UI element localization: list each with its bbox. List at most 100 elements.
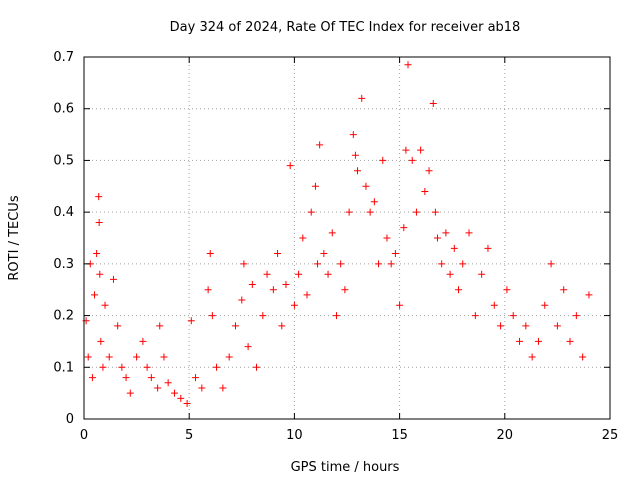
y-tick-label: 0.6 xyxy=(53,102,74,117)
data-point xyxy=(471,312,479,320)
data-point xyxy=(101,301,109,309)
y-tick-label: 0.7 xyxy=(53,50,74,65)
data-point xyxy=(206,250,214,258)
data-point xyxy=(133,353,141,361)
data-point xyxy=(91,291,99,299)
data-point xyxy=(560,286,568,294)
data-point xyxy=(417,146,425,154)
data-point xyxy=(547,260,555,268)
data-point xyxy=(187,317,195,325)
data-point xyxy=(316,141,324,149)
data-point xyxy=(528,353,536,361)
data-point xyxy=(213,363,221,371)
data-point xyxy=(88,374,96,382)
data-point xyxy=(450,244,458,252)
data-point xyxy=(585,291,593,299)
data-point xyxy=(160,353,168,361)
data-point xyxy=(541,301,549,309)
data-point xyxy=(231,322,239,330)
data-point xyxy=(192,374,200,382)
data-point xyxy=(553,322,561,330)
data-point xyxy=(259,312,267,320)
data-point xyxy=(566,337,574,345)
data-point xyxy=(433,234,441,242)
chart-title: Day 324 of 2024, Rate Of TEC Index for r… xyxy=(170,20,521,35)
data-point xyxy=(396,301,404,309)
data-point xyxy=(320,250,328,258)
plot-frame xyxy=(83,56,611,420)
data-point xyxy=(366,208,374,216)
data-point xyxy=(412,208,420,216)
x-tick-label: 10 xyxy=(286,428,303,443)
data-point xyxy=(99,363,107,371)
data-point xyxy=(383,234,391,242)
y-tick-label: 0.5 xyxy=(53,153,74,168)
data-point xyxy=(421,187,429,195)
axis-ticks: 0 5 10 15 20 25 0 0.1 0.2 0.3 0.4 0.5 0.6 0.7 xyxy=(53,50,618,443)
data-point xyxy=(307,208,315,216)
data-point xyxy=(404,61,412,69)
data-point xyxy=(93,250,101,258)
data-point xyxy=(219,384,227,392)
data-point xyxy=(490,301,498,309)
data-point xyxy=(534,337,542,345)
data-point xyxy=(208,312,216,320)
y-tick-label: 0.2 xyxy=(53,309,74,324)
data-point xyxy=(109,275,117,283)
data-point xyxy=(400,224,408,232)
data-point xyxy=(362,182,370,190)
data-point xyxy=(303,291,311,299)
data-point xyxy=(225,353,233,361)
data-point xyxy=(204,286,212,294)
y-tick-label: 0.3 xyxy=(53,257,74,272)
y-tick-label: 0.4 xyxy=(53,205,74,220)
data-point xyxy=(97,337,105,345)
data-point xyxy=(253,363,261,371)
y-tick-label: 0.1 xyxy=(53,360,74,375)
data-point xyxy=(164,379,172,387)
x-tick-label: 25 xyxy=(602,428,619,443)
data-point xyxy=(324,270,332,278)
data-point xyxy=(263,270,271,278)
data-point xyxy=(375,260,383,268)
data-point xyxy=(455,286,463,294)
data-point xyxy=(425,167,433,175)
y-axis-label: ROTI / TECUs xyxy=(7,195,22,280)
x-tick-label: 0 xyxy=(80,428,88,443)
data-point xyxy=(516,337,524,345)
data-point xyxy=(238,296,246,304)
data-point xyxy=(95,193,103,201)
data-point xyxy=(147,374,155,382)
data-point xyxy=(248,281,256,289)
data-point xyxy=(328,229,336,237)
data-point xyxy=(295,270,303,278)
data-point xyxy=(332,312,340,320)
data-point xyxy=(503,286,511,294)
data-point xyxy=(341,286,349,294)
data-point xyxy=(278,322,286,330)
grid-lines xyxy=(84,57,610,419)
data-point xyxy=(522,322,530,330)
data-point xyxy=(358,94,366,102)
data-point xyxy=(391,250,399,258)
data-point xyxy=(84,353,92,361)
data-point xyxy=(402,146,410,154)
data-point xyxy=(579,353,587,361)
data-point xyxy=(154,384,162,392)
data-point xyxy=(408,156,416,164)
data-points xyxy=(82,61,593,407)
data-point xyxy=(370,198,378,206)
data-point xyxy=(438,260,446,268)
y-tick-label: 0 xyxy=(66,412,74,427)
data-point xyxy=(299,234,307,242)
x-tick-label: 20 xyxy=(497,428,514,443)
data-point xyxy=(429,100,437,108)
data-point xyxy=(442,229,450,237)
data-point xyxy=(497,322,505,330)
data-point xyxy=(96,270,104,278)
data-point xyxy=(446,270,454,278)
data-point xyxy=(139,337,147,345)
data-point xyxy=(484,244,492,252)
data-point xyxy=(126,389,134,397)
